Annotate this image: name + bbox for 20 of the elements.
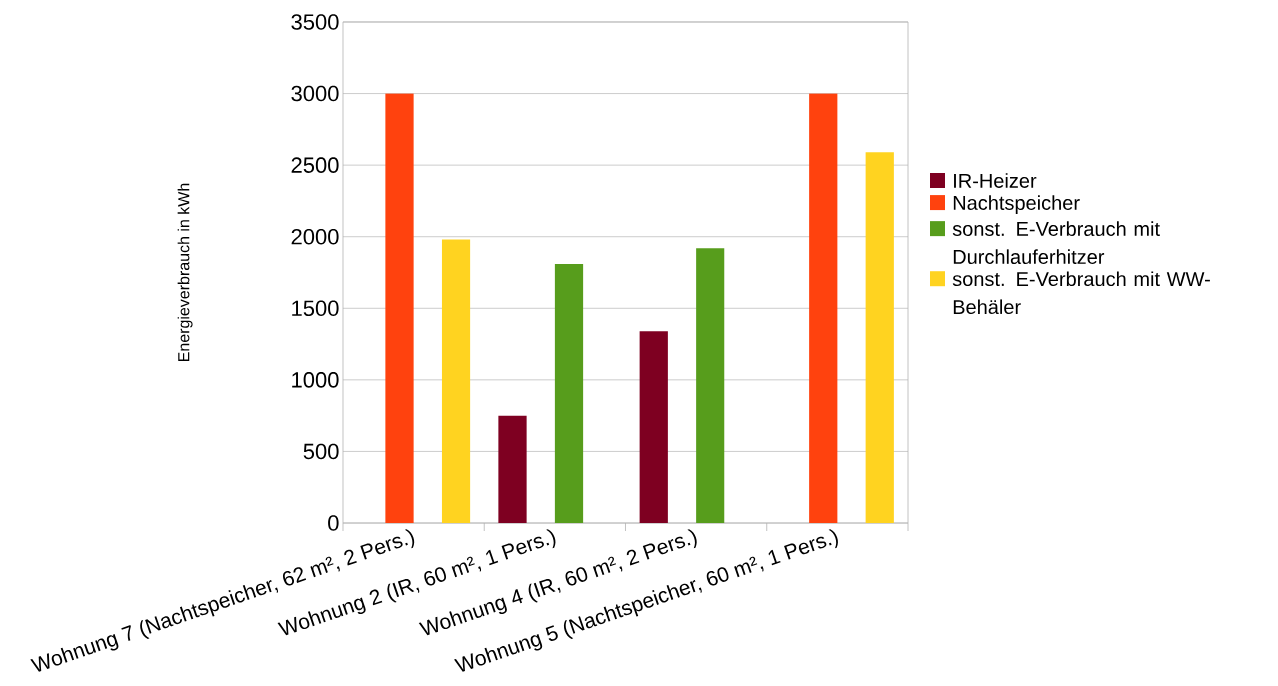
- y-tick-label: 2500: [291, 157, 339, 173]
- bar: [696, 248, 725, 523]
- bar: [809, 93, 838, 523]
- bar: [441, 239, 471, 523]
- y-tick-label: 2000: [291, 228, 339, 245]
- legend-label: Nachtspeicher: [953, 195, 1080, 214]
- y-axis-title: Energieverbrauch in kWh: [177, 183, 193, 361]
- bar: [498, 415, 527, 523]
- y-tick-label: 3500: [291, 14, 339, 30]
- y-tick-label: 500: [303, 443, 339, 460]
- bar: [865, 152, 894, 523]
- y-tick-label: 1000: [292, 372, 339, 388]
- y-tick-label: 1500: [292, 300, 339, 317]
- legend-label: IR-Heizer: [954, 173, 1037, 188]
- y-tick-label: 3000: [291, 85, 339, 102]
- y-tick-label: 0: [328, 515, 339, 531]
- bar: [639, 331, 668, 523]
- legend-label: sonst. E-Verbrauch mit WW-Behäler: [952, 271, 1210, 315]
- bar: [554, 263, 584, 523]
- bar: [385, 93, 414, 523]
